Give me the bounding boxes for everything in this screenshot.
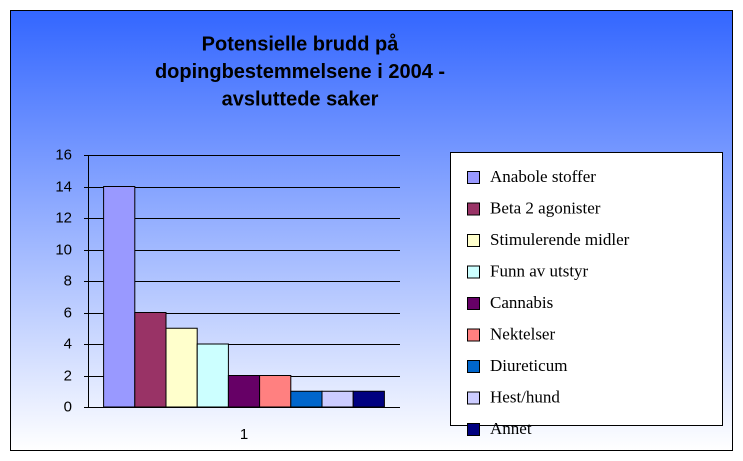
- y-tick-label: 0: [64, 398, 72, 415]
- legend-label: Anabole stoffer: [490, 167, 596, 186]
- legend-label: Funn av utstyr: [490, 261, 589, 280]
- legend-label: Cannabis: [490, 293, 553, 312]
- bar: [352, 390, 385, 408]
- legend-swatch: [467, 360, 480, 373]
- y-tick-label: 12: [55, 209, 72, 226]
- bar: [196, 343, 229, 408]
- legend-swatch: [467, 391, 480, 405]
- y-tick-label: 10: [55, 241, 72, 258]
- chart-title: dopingbestemmelsene i 2004 -: [155, 61, 445, 83]
- legend-label: Stimulerende midler: [490, 230, 630, 249]
- chart-title: avsluttede saker: [222, 88, 379, 110]
- bar: [134, 312, 167, 408]
- legend-swatch: [467, 171, 480, 184]
- legend-label: Diureticum: [490, 356, 567, 375]
- y-tick-label: 4: [64, 335, 72, 352]
- legend-swatch: [467, 265, 480, 279]
- legend-swatch: [467, 423, 480, 436]
- legend-swatch: [467, 328, 480, 342]
- legend-label: Beta 2 agonister: [490, 198, 601, 217]
- chart-title: Potensielle brudd på: [202, 32, 400, 55]
- bar: [165, 327, 198, 408]
- bar: [290, 390, 323, 408]
- legend-swatch: [467, 297, 480, 310]
- bar: [259, 375, 292, 408]
- y-tick-label: 16: [55, 146, 72, 163]
- bar: [227, 375, 261, 408]
- y-tick-label: 2: [64, 367, 72, 384]
- legend-label: Hest/hund: [490, 387, 560, 406]
- bar: [321, 390, 354, 408]
- bar: [103, 186, 136, 408]
- legend-swatch: [467, 202, 480, 216]
- y-tick-label: 8: [64, 272, 72, 289]
- legend-swatch: [467, 234, 480, 247]
- x-tick-label: 1: [240, 426, 248, 443]
- legend-label: Nektelser: [490, 324, 555, 343]
- legend-box: [450, 152, 723, 426]
- legend-label: Annet: [490, 419, 532, 438]
- y-tick-label: 14: [55, 178, 72, 195]
- y-tick-label: 6: [64, 304, 72, 321]
